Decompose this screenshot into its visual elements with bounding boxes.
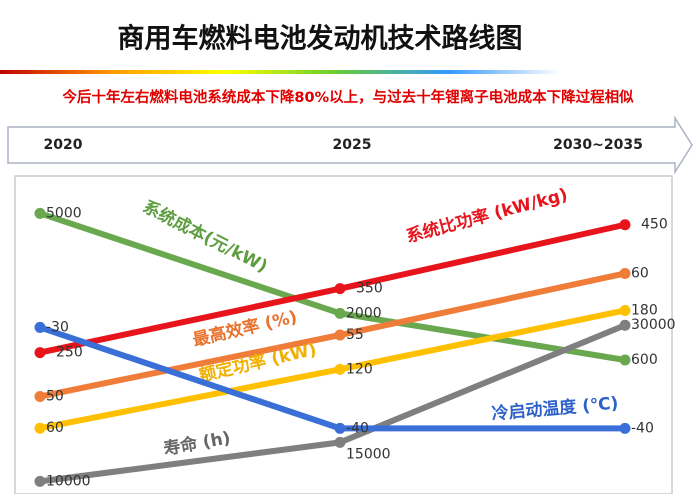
value-label: 250 — [56, 345, 83, 361]
data-point — [334, 283, 346, 295]
subtitle: 今后十年左右燃料电池系统成本下降80%以上，与过去十年锂离子电池成本下降过程相似 — [61, 88, 634, 106]
data-point — [34, 475, 46, 487]
value-label: 60 — [631, 265, 649, 281]
value-label: 60 — [46, 420, 64, 436]
value-label: -40 — [346, 420, 369, 436]
x-tick-label: 2025 — [333, 137, 372, 153]
value-label: -30 — [46, 319, 69, 335]
data-point — [334, 307, 346, 319]
value-label: 120 — [346, 361, 373, 377]
timeline-arrow — [7, 115, 693, 175]
value-label: 10000 — [46, 473, 91, 489]
data-point — [334, 363, 346, 375]
data-point — [34, 321, 46, 333]
data-point — [334, 329, 346, 341]
value-label: 600 — [631, 352, 658, 368]
x-tick-label: 2030~2035 — [553, 137, 643, 153]
data-point — [334, 436, 346, 448]
value-label: 5000 — [46, 205, 82, 221]
value-label: 180 — [631, 302, 658, 318]
value-label: 30000 — [631, 317, 676, 333]
value-label: 55 — [346, 327, 364, 343]
value-label: -40 — [631, 420, 654, 436]
data-point — [619, 422, 631, 434]
title: 商用车燃料电池发动机技术路线图 — [118, 23, 523, 55]
data-point — [34, 391, 46, 403]
x-tick-label: 2020 — [44, 137, 83, 153]
value-label: 350 — [356, 281, 383, 297]
value-label: 450 — [641, 217, 668, 233]
data-point — [619, 319, 631, 331]
data-point — [619, 267, 631, 279]
data-point — [619, 354, 631, 366]
data-point — [34, 207, 46, 219]
rainbow-rule — [0, 70, 560, 74]
data-point — [619, 219, 631, 231]
data-point — [619, 304, 631, 316]
value-label: 50 — [46, 389, 64, 405]
value-label: 2000 — [346, 305, 382, 321]
data-point — [34, 347, 46, 359]
value-label: 15000 — [346, 446, 391, 462]
data-point — [34, 422, 46, 434]
data-point — [334, 422, 346, 434]
